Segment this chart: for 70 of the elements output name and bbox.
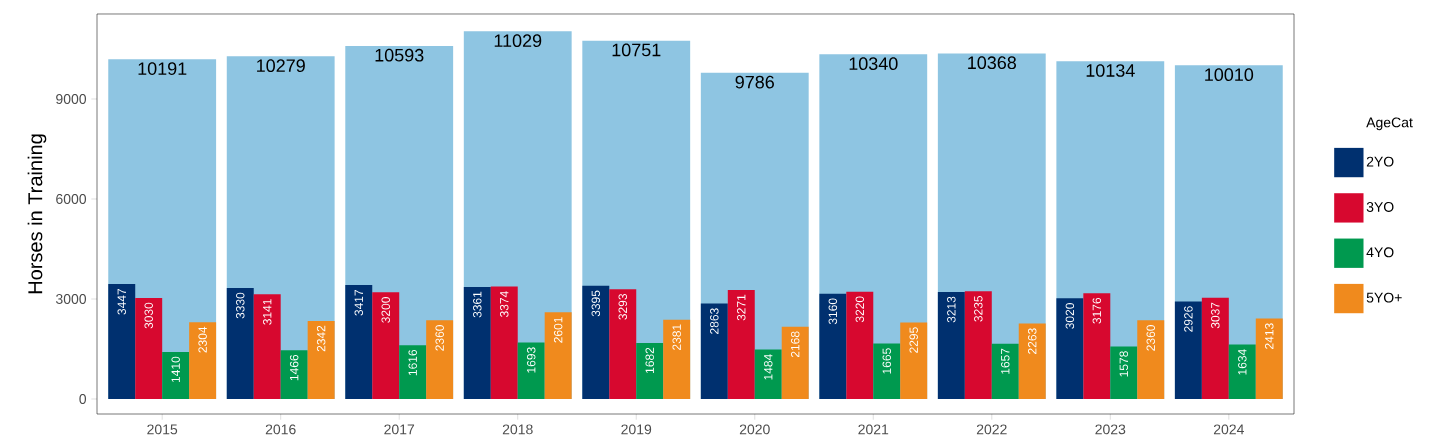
data-label: 2342 — [316, 325, 326, 352]
data-label: 10279 — [257, 59, 305, 73]
x-tick-label: 2021 — [858, 424, 889, 435]
data-label: 3330 — [236, 292, 245, 319]
data-label: 11029 — [494, 34, 542, 48]
x-tick-label: 2024 — [1213, 424, 1244, 435]
data-label: 3447 — [117, 288, 126, 315]
data-label: 3293 — [618, 294, 628, 320]
y-tick-label: 6000 — [56, 194, 87, 204]
data-label: 10751 — [612, 43, 661, 57]
data-label: 1616 — [408, 349, 417, 376]
x-tick-label: 2015 — [147, 424, 178, 435]
data-label: 10340 — [849, 57, 898, 70]
x-tick-label: 2016 — [265, 424, 296, 435]
data-label: 1657 — [1001, 348, 1010, 374]
x-tick-label: 2019 — [621, 424, 652, 435]
data-label: 1693 — [526, 347, 536, 373]
legend-label: 2YO — [1366, 156, 1394, 167]
x-tick-label: 2017 — [384, 424, 415, 435]
data-label: 1578 — [1119, 351, 1129, 377]
data-label: 1682 — [645, 347, 654, 373]
data-label: 2381 — [672, 324, 681, 350]
data-label: 3220 — [855, 296, 865, 323]
data-label: 3417 — [354, 289, 364, 316]
data-label: 2863 — [710, 308, 719, 334]
data-label: 2360 — [1146, 325, 1155, 351]
data-label: 2413 — [1265, 323, 1274, 349]
legend-label: 4YO — [1366, 247, 1394, 258]
data-label: 2168 — [790, 331, 800, 358]
x-tick-label: 2018 — [502, 424, 533, 435]
data-label: 3037 — [1211, 302, 1220, 329]
data-label: 10010 — [1205, 68, 1254, 81]
legend-title: AgeCat — [1366, 117, 1413, 131]
data-label: 3176 — [1092, 297, 1102, 324]
data-label: 1484 — [763, 354, 773, 380]
data-label: 3213 — [947, 296, 956, 323]
y-tick-label: 3000 — [55, 294, 87, 304]
data-label: 3141 — [262, 299, 272, 325]
data-label: 3020 — [1065, 303, 1075, 329]
data-label: 3374 — [499, 291, 509, 318]
data-label: 9786 — [735, 75, 774, 89]
data-label: 2360 — [435, 325, 444, 351]
data-label: 3200 — [381, 297, 390, 323]
data-label: 2926 — [1184, 306, 1193, 332]
data-label: 1466 — [289, 354, 299, 381]
y-tick-label: 9000 — [56, 94, 87, 104]
data-label: 10191 — [138, 62, 187, 75]
data-label: 3160 — [828, 298, 838, 325]
data-label: 10368 — [968, 56, 1017, 70]
data-label: 2304 — [198, 326, 207, 353]
y-axis-title: Horses in Training — [27, 134, 47, 294]
legend-label: 5YO+ — [1366, 292, 1402, 303]
data-label: 1634 — [1238, 349, 1247, 375]
data-label: 10593 — [375, 48, 424, 62]
data-label: 2601 — [553, 317, 563, 343]
y-tick-label: 0 — [79, 394, 87, 404]
data-label: 3271 — [737, 294, 746, 321]
legend-label: 3YO — [1366, 202, 1394, 212]
data-label: 1665 — [882, 348, 892, 374]
data-label: 3395 — [591, 290, 601, 317]
data-label: 3361 — [473, 291, 482, 318]
data-label: 2263 — [1027, 328, 1037, 354]
data-label: 2295 — [909, 327, 918, 353]
data-label: 1410 — [171, 356, 180, 383]
x-tick-label: 2023 — [1095, 424, 1126, 435]
x-tick-label: 2022 — [976, 424, 1007, 435]
data-label: 10134 — [1086, 64, 1135, 77]
x-tick-label: 2020 — [739, 424, 770, 435]
data-label: 3030 — [144, 302, 153, 329]
data-label: 3235 — [974, 295, 983, 322]
